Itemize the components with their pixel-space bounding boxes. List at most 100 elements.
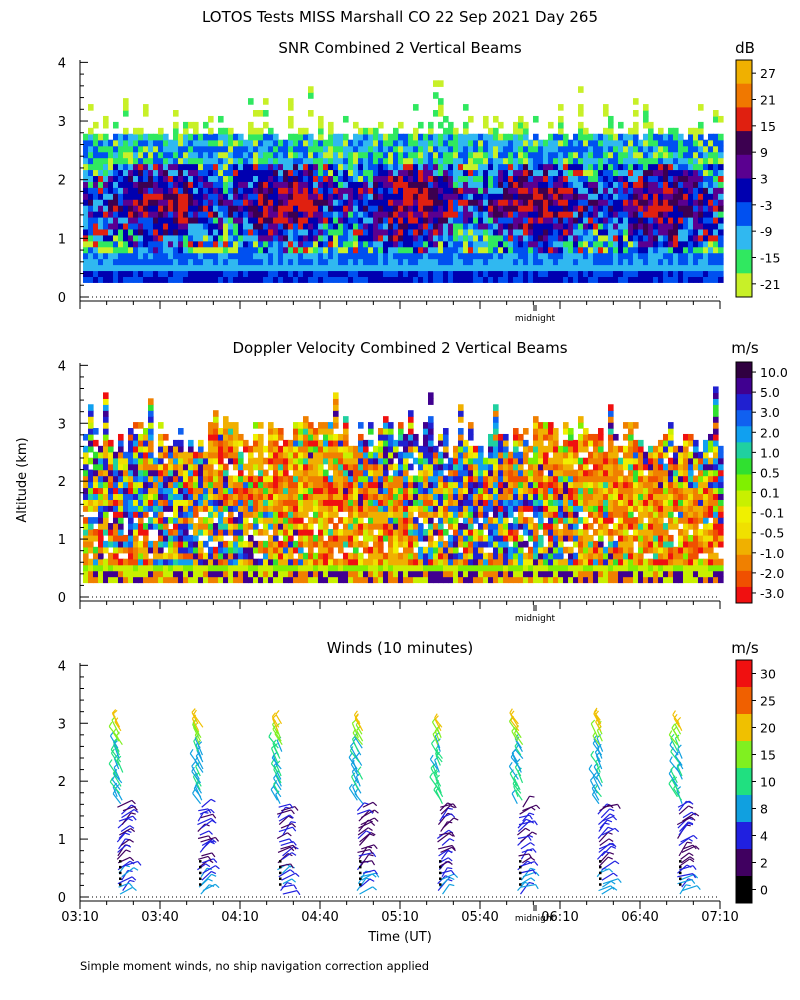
snr-cell (253, 258, 259, 266)
snr-cell (628, 276, 634, 283)
snr-cell (628, 163, 634, 171)
snr-cell (128, 258, 134, 266)
snr-cell (193, 258, 199, 266)
doppler-cell (218, 439, 224, 447)
snr-cell (618, 246, 624, 254)
doppler-cell (348, 534, 354, 542)
doppler-cell (138, 469, 144, 477)
snr-cell (683, 246, 689, 254)
doppler-cell (373, 534, 379, 542)
snr-cell (183, 216, 189, 224)
snr-cell (488, 216, 494, 224)
doppler-cell (368, 505, 374, 512)
snr-panel: SNR Combined 2 Vertical Beams 01234midni… (58, 39, 781, 324)
snr-cell (628, 181, 634, 188)
doppler-cell (188, 558, 194, 566)
snr-cell (98, 252, 104, 260)
snr-cell (398, 240, 404, 248)
doppler-cell (108, 463, 114, 471)
snr-cell (268, 145, 274, 153)
doppler-cell (288, 576, 294, 584)
snr-cell (153, 276, 159, 283)
snr-cell (348, 145, 354, 153)
doppler-cell (133, 558, 139, 566)
snr-cell (413, 264, 419, 272)
doppler-cell (223, 445, 229, 453)
snr-cell (698, 187, 704, 194)
snr-cell (148, 199, 154, 206)
snr-cell (333, 151, 339, 159)
snr-cell (473, 199, 479, 206)
snr-cell (498, 258, 504, 266)
doppler-cell (133, 457, 139, 465)
snr-cell (283, 228, 289, 236)
snr-cell (253, 216, 259, 224)
doppler-cell (158, 493, 164, 500)
snr-cell (198, 169, 204, 177)
snr-cell (383, 276, 389, 283)
snr-cell (613, 163, 619, 171)
doppler-cell (308, 493, 314, 500)
snr-cell (178, 169, 184, 177)
snr-cell (698, 157, 704, 165)
snr-cell (458, 169, 464, 177)
doppler-cell (348, 529, 354, 536)
snr-cell (583, 205, 589, 212)
snr-cell (98, 240, 104, 248)
snr-cell (218, 145, 224, 153)
snr-cell (588, 193, 594, 200)
doppler-cell (208, 499, 214, 506)
snr-cell (588, 216, 594, 224)
snr-cell (153, 264, 159, 272)
doppler-cell (223, 564, 229, 572)
snr-cell (443, 270, 449, 277)
snr-cell (213, 157, 219, 165)
doppler-cell (108, 564, 114, 572)
doppler-cell (98, 481, 104, 489)
snr-cell (458, 246, 464, 254)
snr-cell (533, 240, 539, 248)
doppler-cell (348, 552, 354, 560)
doppler-cell (138, 546, 144, 554)
snr-cell (528, 264, 534, 272)
snr-cell (308, 145, 314, 153)
snr-cell (553, 210, 559, 218)
snr-cell (448, 216, 454, 224)
snr-cell (188, 133, 194, 141)
snr-cell (368, 252, 374, 260)
snr-cell (158, 145, 164, 153)
doppler-cell (303, 487, 309, 495)
doppler-cell (368, 487, 374, 495)
snr-cell (193, 252, 199, 260)
snr-cell (413, 181, 419, 188)
snr-cell (418, 187, 424, 194)
snr-cell (348, 199, 354, 206)
doppler-cell (318, 475, 324, 483)
snr-cell (488, 210, 494, 218)
snr-cell (668, 199, 674, 206)
doppler-cell (113, 529, 119, 536)
doppler-cell (288, 499, 294, 506)
snr-cell (513, 181, 519, 188)
snr-cell (613, 234, 619, 242)
snr-cell (493, 163, 499, 171)
doppler-cell (408, 523, 414, 530)
snr-cell (573, 193, 579, 200)
snr-cell (163, 228, 169, 236)
snr-cell (383, 163, 389, 171)
doppler-cell (408, 481, 414, 489)
doppler-cell (133, 487, 139, 495)
snr-cell (263, 199, 269, 206)
doppler-cell (303, 511, 309, 518)
snr-cell (348, 169, 354, 177)
snr-cell (193, 163, 199, 171)
doppler-cell (208, 505, 214, 512)
snr-cell (513, 145, 519, 153)
snr-cell (328, 157, 334, 165)
snr-cell (688, 187, 694, 194)
snr-cell (218, 163, 224, 171)
doppler-cell (118, 540, 124, 548)
doppler-cell (238, 493, 244, 500)
doppler-cell (93, 576, 99, 584)
snr-cell (593, 139, 599, 147)
